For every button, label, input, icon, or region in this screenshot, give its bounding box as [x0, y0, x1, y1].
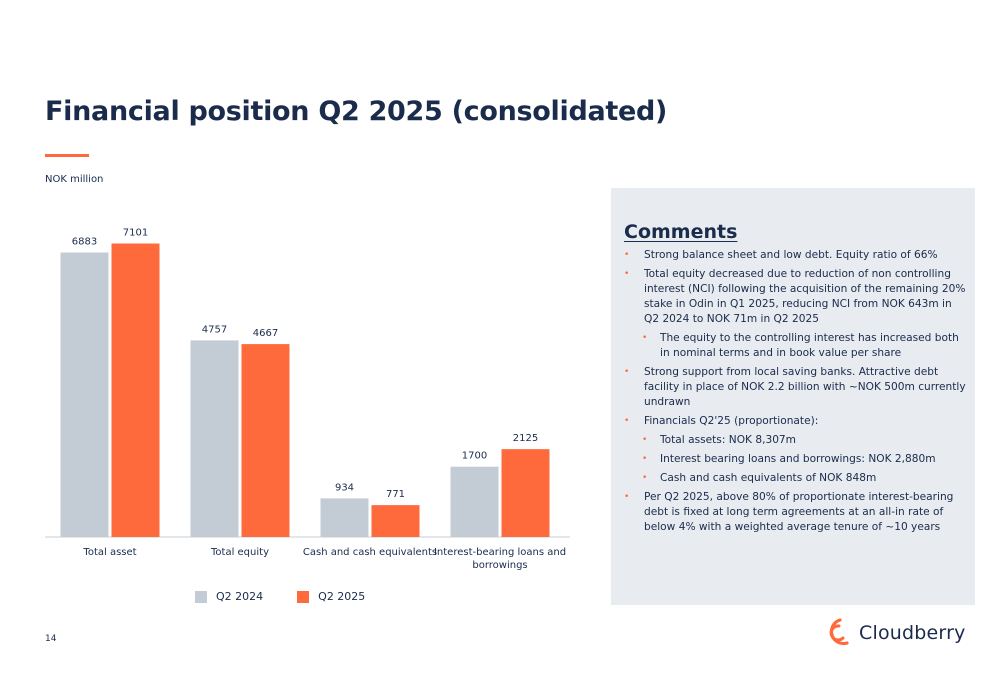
bar-value-label: 7101: [123, 227, 148, 238]
bar-chart: 6883 7101 Total asset 4757 4667 Total equity 9…: [45, 227, 570, 571]
comments-title: Comments: [624, 221, 738, 243]
bar-value-label: 2125: [513, 433, 538, 444]
bar-q2-2024: [190, 340, 239, 537]
comment-sub-item: Total assets: NOK 8,307m: [624, 433, 969, 448]
category-label: Total asset: [82, 547, 136, 558]
legend-label-q2-2024: Q2 2024: [216, 590, 264, 603]
category-label: Cash and cash equivalents: [303, 547, 437, 558]
bar-value-label: 771: [386, 489, 405, 500]
chart-legend: Q2 2024 Q2 2025: [195, 590, 365, 603]
bar-value-label: 4667: [253, 328, 278, 339]
comment-item: Strong support from local saving banks. …: [624, 365, 969, 410]
bar-q2-2024: [320, 498, 369, 537]
comment-sub-item: Interest bearing loans and borrowings: N…: [624, 452, 969, 467]
comments-list: Strong balance sheet and low debt. Equit…: [624, 248, 969, 539]
page-number: 14: [45, 634, 57, 644]
bar-value-label: 6883: [72, 237, 97, 248]
comment-sub-item: Cash and cash equivalents of NOK 848m: [624, 471, 969, 486]
legend-label-q2-2025: Q2 2025: [318, 590, 366, 603]
bar-q2-2025: [371, 505, 420, 537]
legend-swatch-q2-2024: [195, 590, 207, 603]
bar-value-label: 1700: [462, 451, 487, 462]
bar-q2-2025: [111, 243, 160, 537]
bar-q2-2025: [501, 449, 550, 537]
bar-value-label: 934: [335, 482, 354, 493]
category-label: Interest-bearing loans and borrowings: [434, 547, 566, 571]
legend-item-q2-2024: Q2 2024: [195, 590, 263, 603]
cloudberry-logo-icon: [829, 618, 849, 646]
comment-item: Strong balance sheet and low debt. Equit…: [624, 248, 969, 263]
comment-item: Per Q2 2025, above 80% of proportionate …: [624, 490, 969, 535]
bar-value-label: 4757: [202, 324, 227, 335]
cloudberry-logo: Cloudberry: [822, 617, 966, 649]
comment-item: Financials Q2'25 (proportionate):: [624, 414, 969, 429]
category-label: Total equity: [210, 547, 269, 558]
title-accent-line: [45, 154, 89, 157]
page-title: Financial position Q2 2025 (consolidated…: [45, 96, 668, 127]
comments-panel: Comments Strong balance sheet and low de…: [611, 188, 975, 605]
bar-q2-2024: [450, 466, 499, 537]
unit-label: NOK million: [45, 174, 104, 185]
legend-swatch-q2-2025: [297, 590, 310, 603]
legend-item-q2-2025: Q2 2025: [297, 590, 365, 603]
bar-q2-2025: [241, 344, 290, 537]
logo-text: Cloudberry: [859, 622, 966, 644]
comment-item: Total equity decreased due to reduction …: [624, 267, 969, 327]
comment-sub-item: The equity to the controlling interest h…: [624, 331, 969, 361]
bar-q2-2024: [60, 252, 109, 537]
